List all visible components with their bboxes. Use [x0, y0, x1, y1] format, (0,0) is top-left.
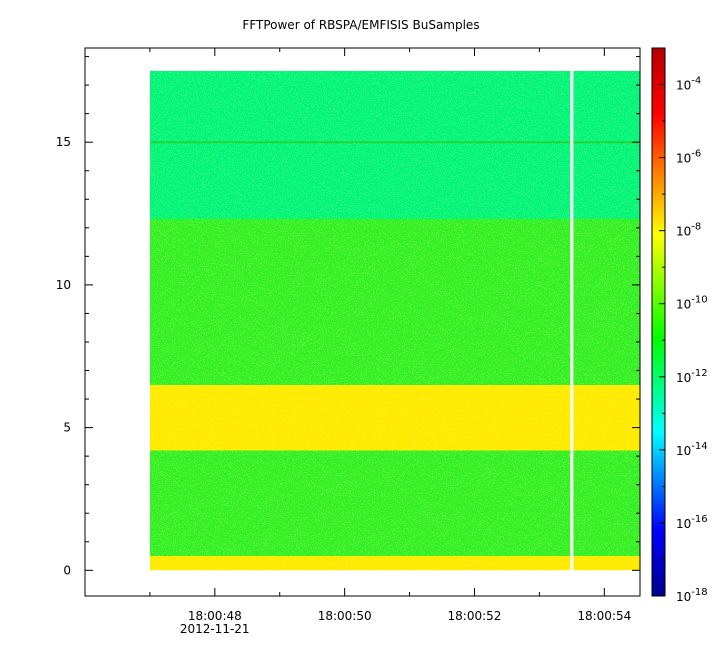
y-tick-label: 5	[63, 421, 71, 435]
y-tick-label: 0	[63, 563, 71, 577]
x-tick-label: 18:00:48	[188, 609, 242, 623]
colorbar-tick-label: 10-18	[676, 587, 708, 604]
colorbar-tick-label: 10-6	[676, 149, 701, 166]
chart-title: FFTPower of RBSPA/EMFISIS BuSamples	[242, 18, 479, 32]
plot-frame	[84, 47, 641, 597]
x-tick-label: 18:00:50	[318, 609, 372, 623]
colorbar-tick-label: 10-10	[676, 295, 708, 312]
colorbar-tick-label: 10-12	[676, 368, 708, 385]
x-tick-label: 18:00:52	[448, 609, 502, 623]
x-date-label: 2012-11-21	[180, 622, 250, 636]
data-gap	[570, 70, 574, 571]
colorbar	[651, 47, 666, 597]
y-tick-label: 15	[56, 135, 71, 149]
spectrogram-noise	[149, 70, 640, 571]
y-tick-label: 10	[56, 278, 71, 292]
colorbar-tick-label: 10-14	[676, 441, 708, 458]
colorbar-tick-label: 10-8	[676, 222, 701, 239]
colorbar-tick-label: 10-4	[676, 76, 701, 93]
colorbar-tick-label: 10-16	[676, 514, 708, 531]
x-tick-label: 18:00:54	[577, 609, 631, 623]
